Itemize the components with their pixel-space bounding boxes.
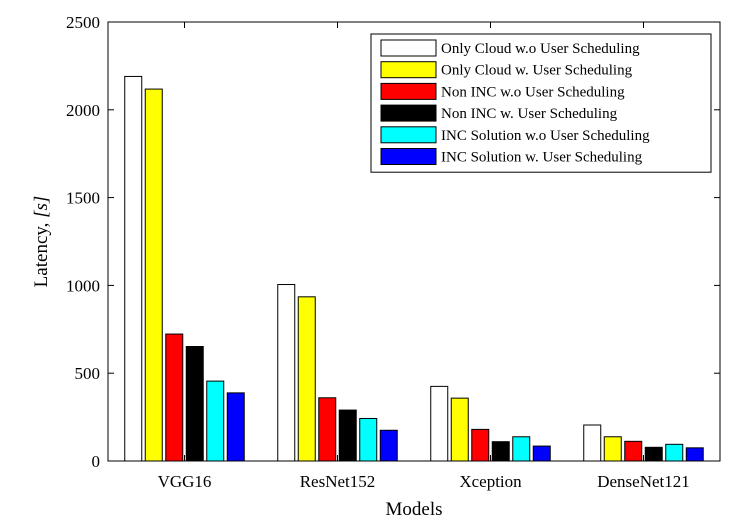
bar-resnet152-series-4	[338, 409, 357, 462]
bar-vgg16-series-5	[206, 380, 225, 462]
bar-resnet152-series-5	[359, 418, 378, 462]
legend-label: Non INC w. User Scheduling	[441, 106, 618, 122]
y-tick-label: 2000	[66, 101, 100, 120]
legend-label: Only Cloud w.o User Scheduling	[441, 41, 640, 57]
bar-resnet152-series-3	[318, 397, 337, 462]
y-tick-label: 1000	[66, 276, 100, 295]
legend-label: INC Solution w. User Scheduling	[441, 150, 643, 166]
axes-box	[107, 21, 721, 462]
bar-xception-series-1	[430, 385, 449, 462]
legend-swatch	[380, 126, 437, 144]
x-tick-label: VGG16	[158, 472, 212, 491]
x-axis-ticks: VGG16 ResNet152 Xception DenseNet121	[158, 22, 690, 491]
legend-label: INC Solution w.o User Scheduling	[441, 128, 650, 144]
bar-xception-series-4	[491, 441, 510, 462]
legend: Only Cloud w.o User Scheduling Only Cloud…	[370, 33, 712, 173]
y-axis-label-unit: [s]	[31, 196, 52, 218]
y-axis-ticks: 0 500 1000 1500 2000 2500	[66, 13, 720, 471]
bar-densenet121-series-3	[624, 440, 643, 462]
legend-label: Only Cloud w. User Scheduling	[441, 63, 633, 79]
bar-xception-series-5	[512, 436, 531, 462]
bar-densenet121-series-6	[685, 447, 704, 462]
legend-swatch	[380, 61, 437, 79]
y-tick-label: 1500	[66, 189, 100, 208]
legend-swatch	[380, 82, 437, 100]
bar-vgg16-series-3	[165, 333, 184, 462]
x-tick-label: ResNet152	[300, 472, 376, 491]
bar-resnet152-series-2	[297, 296, 316, 462]
bar-vgg16-series-6	[226, 392, 245, 462]
bar-vgg16-series-2	[144, 88, 163, 462]
y-axis-label: Latency, [s]	[31, 196, 52, 288]
legend-swatch	[380, 148, 437, 165]
bars-group	[124, 75, 704, 462]
legend-swatch	[380, 39, 437, 57]
x-tick-label: Xception	[459, 472, 522, 491]
x-axis-label: Models	[386, 499, 443, 520]
bar-vgg16-series-4	[185, 346, 204, 462]
bar-resnet152-series-1	[277, 284, 296, 462]
y-tick-label: 500	[75, 364, 101, 383]
bar-xception-series-6	[532, 445, 551, 462]
bar-xception-series-2	[450, 397, 469, 462]
x-tick-label: DenseNet121	[597, 472, 690, 491]
y-tick-label: 2500	[66, 13, 100, 32]
bar-vgg16-series-1	[124, 75, 143, 462]
y-axis-label-prefix: Latency,	[31, 218, 52, 287]
bar-xception-series-3	[471, 428, 490, 462]
y-tick-label: 0	[92, 452, 101, 471]
bar-densenet121-series-5	[665, 443, 684, 462]
bar-resnet152-series-6	[379, 429, 398, 462]
bar-densenet121-series-1	[583, 424, 602, 462]
legend-label: Non INC w.o User Scheduling	[441, 84, 625, 100]
bar-densenet121-series-2	[603, 436, 622, 462]
legend-swatch	[380, 104, 437, 122]
bar-densenet121-series-4	[644, 446, 663, 462]
